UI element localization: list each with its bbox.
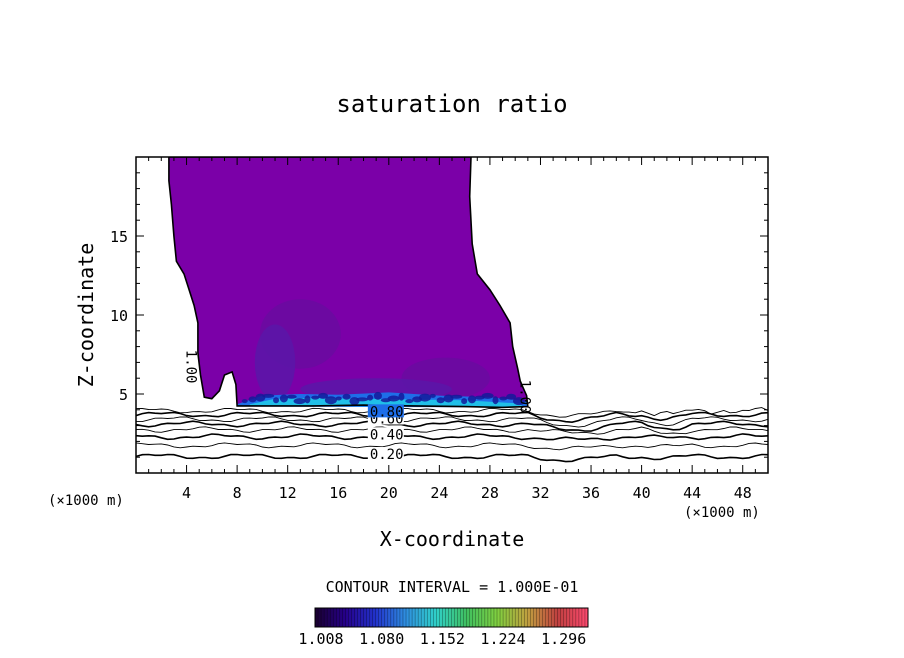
contour-label: 0.20 <box>370 447 404 463</box>
colorbar-tick-label: 1.296 <box>541 630 586 648</box>
cloud-base-speckle <box>405 399 414 404</box>
contour-line-0.5 <box>136 426 768 435</box>
colorbar-tick-label: 1.008 <box>298 630 343 648</box>
cloud-base-speckle <box>499 396 508 401</box>
cloud-base-speckle <box>418 393 431 402</box>
contour-line-0.4 <box>136 433 768 441</box>
cloud-base-speckle <box>461 398 468 405</box>
cloud-base-speckle <box>324 396 337 405</box>
y-tick-label: 15 <box>110 228 128 246</box>
y-tick-label: 10 <box>110 307 128 325</box>
contour-line-0.3 <box>136 442 768 451</box>
cloud-base-speckle <box>436 397 445 404</box>
x-tick-label: 28 <box>481 484 499 502</box>
cloud-base-speckle <box>279 394 288 403</box>
cloud-base-speckle <box>481 392 494 399</box>
cloud-base-speckle <box>398 392 405 401</box>
cloud-base-speckle <box>311 395 320 400</box>
cloud-base-speckle <box>304 395 311 404</box>
cloud-shading-1 <box>254 324 296 401</box>
chart-title: saturation ratio <box>336 90 567 118</box>
cloud-base-speckle <box>506 393 517 400</box>
contour-line-0.8 <box>136 411 768 424</box>
contour-interval-label: CONTOUR INTERVAL = 1.000E-01 <box>326 578 579 596</box>
cloud-base-speckle <box>512 397 525 406</box>
colorbar: 1.008 1.080 1.152 1.224 1.296 <box>298 607 589 648</box>
cloud-boundary-contour <box>168 157 529 409</box>
contour-line-0.9 <box>136 407 768 418</box>
colorbar-tick-label: 1.224 <box>480 630 525 648</box>
contour-line-0.6 <box>136 420 768 432</box>
cloud-base-cyan <box>249 397 523 407</box>
x-tick-label: 12 <box>279 484 297 502</box>
cloud-base-speckle <box>241 399 248 404</box>
contour-line-0.7 <box>136 416 768 428</box>
x-unit-label-left: (×1000 m) <box>48 493 124 509</box>
x-tick-label: 16 <box>329 484 347 502</box>
contour-label-bg <box>367 447 404 461</box>
x-tick-label: 36 <box>582 484 600 502</box>
contour-line-0.2 <box>136 453 768 463</box>
cloud-base-speckle <box>429 393 436 398</box>
x-tick-label: 40 <box>633 484 651 502</box>
cloud-base-speckle <box>356 397 369 402</box>
cloud-base-speckle <box>342 393 351 400</box>
cloud-base-speckle <box>273 397 280 404</box>
y-axis-title: Z-coordinate <box>74 243 98 388</box>
x-tick-label: 8 <box>233 484 242 502</box>
contour-label: 0.40 <box>370 427 404 443</box>
x-tick-label: 20 <box>380 484 398 502</box>
cloud-base-speckle <box>286 394 297 399</box>
cloud-base-speckle <box>492 396 499 405</box>
cloud-boundary-label-left: 1.00 <box>183 350 199 384</box>
cloud-base-speckle <box>318 392 329 399</box>
colorbar-tick-label: 1.152 <box>420 630 465 648</box>
cloud-base-speckle <box>450 394 463 399</box>
cloud-base-speckle <box>387 395 400 402</box>
cloud-base-speckle <box>367 394 374 401</box>
y-tick-label: 5 <box>119 386 128 404</box>
x-tick-label: 44 <box>683 484 701 502</box>
contour-label-bg <box>367 427 404 441</box>
cloud-boundary-label-right: 1.00 <box>516 380 532 414</box>
cloud-base-speckle <box>248 396 257 403</box>
x-axis-title: X-coordinate <box>380 527 525 551</box>
cloud-base-speckle <box>373 391 382 400</box>
x-tick-label: 4 <box>182 484 191 502</box>
cloud-base-speckle <box>293 398 306 405</box>
x-tick-label: 32 <box>531 484 549 502</box>
plot-area: 0.200.400.600.801.001.00 <box>136 157 768 463</box>
colorbar-tick-label: 1.080 <box>359 630 404 648</box>
cloud-base-speckle <box>262 393 275 398</box>
contour-label: 0.80 <box>370 404 404 420</box>
cloud-base-speckle <box>335 396 342 401</box>
x-unit-label-right: (×1000 m) <box>684 505 760 521</box>
x-tick-label: 48 <box>734 484 752 502</box>
plot-clip-group: 0.200.400.600.801.001.00 <box>136 157 768 463</box>
x-tick-label: 24 <box>430 484 448 502</box>
contour-label-bg <box>367 404 404 418</box>
cloud-base-speckle <box>467 395 476 404</box>
